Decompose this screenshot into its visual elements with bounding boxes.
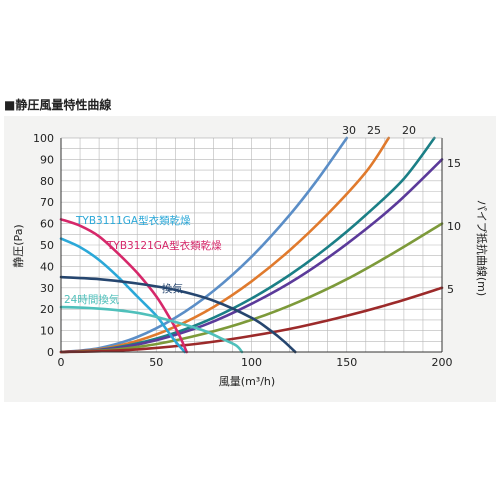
y2-tick-label: 15 [447,157,461,170]
chart-panel: 0 50 100 150 200 0 10 20 30 40 50 60 70 80 90 100 5 10 15 風… [4,116,496,402]
labels: 0 50 100 150 200 0 10 20 30 40 50 60 70 80 90 100 5 10 15 風… [11,124,489,388]
x-axis-label: 風量(m³/h) [219,375,275,388]
y2-tick-label: 10 [447,220,461,233]
y-tick-label: 50 [40,239,54,252]
pipe-curve-15 [59,158,444,354]
y-tick-label: 80 [40,175,54,188]
x-tick-label: 50 [149,356,163,369]
curves [59,136,444,354]
pipe-curve-10 [59,222,444,354]
y-tick-label: 70 [40,196,54,209]
y2-axis-label: パイプ抵抗曲線(m) [475,200,489,296]
fan-curve-4 [59,305,244,354]
y-tick-label: 40 [40,260,54,273]
pipe-label-30: 30 [342,124,356,137]
x-tick-label: 150 [336,356,357,369]
pipe-curve-5 [59,286,444,354]
y-tick-label: 60 [40,218,54,231]
pipe-curve-30 [59,136,349,354]
y-tick-label: 20 [40,303,54,316]
fan-label-1: TYB3111GA型衣類乾燥 [75,214,191,227]
x-tick-label: 0 [58,356,65,369]
y-tick-label: 30 [40,282,54,295]
x-tick-label: 200 [432,356,453,369]
pipe-curve-25 [59,136,390,354]
y-tick-label: 0 [47,346,54,359]
y-tick-label: 10 [40,325,54,338]
pipe-label-25: 25 [367,124,381,137]
pipe-label-20: 20 [402,124,416,137]
fan-curve-1 [59,237,187,354]
fan-curve-2 [59,218,188,354]
fan-curve-3 [59,275,297,354]
axes [60,137,443,353]
y2-tick-label: 5 [447,283,454,296]
y-axis-label: 静圧(Pa) [11,224,25,267]
fan-label-3: 換気 [162,282,183,295]
y-tick-label: 90 [40,153,54,166]
y-tick-label: 100 [33,132,54,145]
page-title: ■静圧風量特性曲線 [4,98,112,112]
fan-label-2: TYB3121GA型衣類乾燥 [106,239,222,252]
x-tick-label: 100 [241,356,262,369]
fan-label-4: 24時間換気 [64,293,120,306]
chart-svg: 0 50 100 150 200 0 10 20 30 40 50 60 70 80 90 100 5 10 15 風… [11,124,489,388]
